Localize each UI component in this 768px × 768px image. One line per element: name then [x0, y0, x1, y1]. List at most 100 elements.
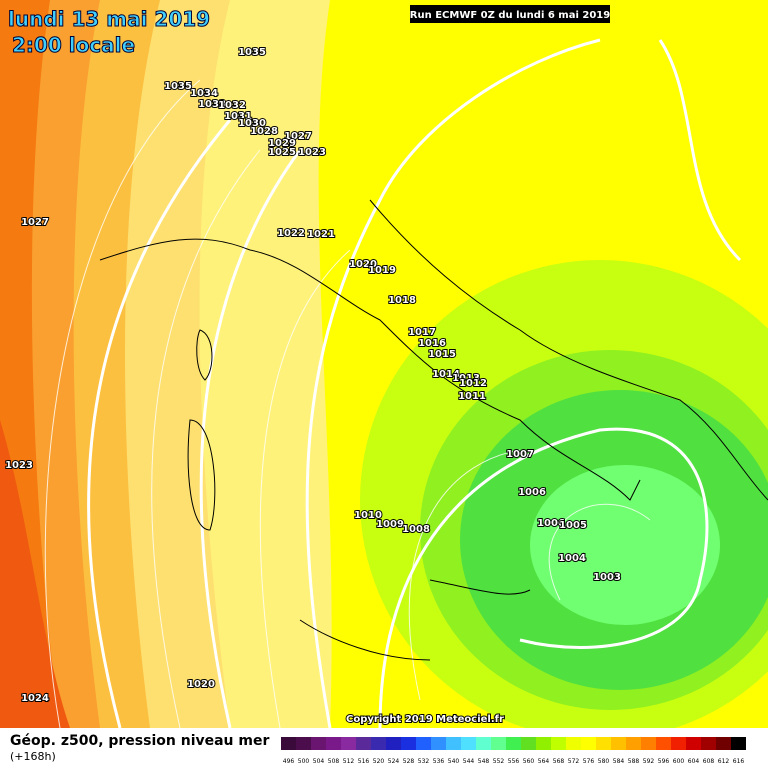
colorbar-cell	[281, 737, 296, 750]
pressure-label: 1008	[402, 524, 430, 535]
colorbar-label: 532	[418, 758, 430, 765]
colorbar-cell	[431, 737, 446, 750]
colorbar-cell	[401, 737, 416, 750]
pressure-label: 1023	[5, 460, 33, 471]
pressure-label: 1005	[559, 520, 587, 531]
pressure-label: 1035	[164, 81, 192, 92]
time: 2:00 locale	[12, 33, 135, 57]
colorbar-cell	[596, 737, 611, 750]
pressure-label: 1035	[238, 47, 266, 58]
colorbar-cell	[326, 737, 341, 750]
footer-lead: (+168h)	[10, 750, 56, 763]
colorbar-cell	[386, 737, 401, 750]
pressure-label: 1034	[190, 88, 218, 99]
field-orange4	[0, 420, 70, 728]
colorbar-label: 616	[733, 758, 745, 765]
pressure-label: 1020	[349, 259, 377, 270]
colorbar-label: 604	[688, 758, 700, 765]
pressure-label: 1033	[198, 99, 226, 110]
colorbar-label: 560	[523, 758, 535, 765]
colorbar-cell	[311, 737, 326, 750]
colorbar-label: 512	[343, 758, 355, 765]
colorbar-cell	[371, 737, 386, 750]
colorbar-label: 568	[553, 758, 565, 765]
run-box	[410, 5, 610, 23]
pressure-label: 1013	[452, 373, 480, 384]
colorbar-label: 576	[583, 758, 595, 765]
colorbar-cell	[656, 737, 671, 750]
pressure-label: 1021	[307, 229, 335, 240]
colorbar-cell	[551, 737, 566, 750]
pressure-label: 1004	[558, 553, 586, 564]
colorbar-cell	[716, 737, 731, 750]
colorbar-label: 596	[658, 758, 670, 765]
colorbar-cell	[581, 737, 596, 750]
pressure-label: 1027	[284, 131, 312, 142]
colorbar-label: 548	[478, 758, 490, 765]
colorbar-label: 528	[403, 758, 415, 765]
pressure-label: 1016	[418, 338, 446, 349]
colorbar-label: 592	[643, 758, 655, 765]
colorbar-cell	[701, 737, 716, 750]
colorbar-cell	[446, 737, 461, 750]
colorbar-cell	[356, 737, 371, 750]
colorbar-cell	[671, 737, 686, 750]
colorbar-cell	[536, 737, 551, 750]
colorbar-label: 612	[718, 758, 730, 765]
pressure-label: 1031	[224, 111, 252, 122]
colorbar-cell	[566, 737, 581, 750]
pressure-label: 1024	[21, 693, 49, 704]
pressure-label: 1006	[537, 518, 565, 529]
colorbar: 496 500 504 508 512 516 520 524 528 532 536 540 544 5…	[281, 737, 746, 765]
colorbar-cell	[611, 737, 626, 750]
colorbar-cell	[491, 737, 506, 750]
colorbar-label: 556	[508, 758, 520, 765]
colorbar-label: 540	[448, 758, 460, 765]
pressure-label: 1010	[354, 510, 382, 521]
pressure-label: 1015	[428, 349, 456, 360]
footer-title: Géop. z500, pression niveau mer	[10, 733, 269, 749]
colorbar-label: 580	[598, 758, 610, 765]
colorbar-cell	[731, 737, 746, 750]
colorbar-cell	[506, 737, 521, 750]
colorbar-label: 544	[463, 758, 475, 765]
pressure-label: 1032	[218, 100, 246, 111]
pressure-label: 1023	[298, 147, 326, 158]
pressure-label: 1030	[238, 118, 266, 129]
colorbar-label: 600	[673, 758, 685, 765]
pressure-label: 1014	[432, 369, 460, 380]
pressure-label: 1028	[250, 126, 278, 137]
colorbar-label: 500	[298, 758, 310, 765]
colorbar-cell	[461, 737, 476, 750]
pressure-label: 1011	[458, 391, 486, 402]
run-info: Run ECMWF 0Z du lundi 6 mai 2019	[410, 10, 610, 21]
colorbar-cell	[476, 737, 491, 750]
pressure-label: 1009	[376, 519, 404, 530]
pressure-label: 1007	[506, 449, 534, 460]
colorbar-cell	[641, 737, 656, 750]
colorbar-cell	[626, 737, 641, 750]
colorbar-cell	[686, 737, 701, 750]
pressure-label: 1025	[268, 147, 296, 158]
colorbar-cell	[296, 737, 311, 750]
pressure-label: 1020	[187, 679, 215, 690]
copyright: Copyright 2019 Meteociel.fr	[346, 714, 504, 725]
pressure-label: 1017	[408, 327, 436, 338]
colorbar-label: 564	[538, 758, 550, 765]
colorbar-label: 516	[358, 758, 370, 765]
pressure-label: 1029	[268, 138, 296, 149]
colorbar-label: 584	[613, 758, 625, 765]
pressure-label: 1019	[368, 265, 396, 276]
pressure-label: 1022	[277, 228, 305, 239]
pressure-label: 1018	[388, 295, 416, 306]
colorbar-label: 536	[433, 758, 445, 765]
colorbar-label: 508	[328, 758, 340, 765]
field-green4	[530, 465, 720, 625]
colorbar-label: 552	[493, 758, 505, 765]
colorbar-label: 588	[628, 758, 640, 765]
colorbar-cell	[416, 737, 431, 750]
colorbar-label: 520	[373, 758, 385, 765]
colorbar-cell	[521, 737, 536, 750]
